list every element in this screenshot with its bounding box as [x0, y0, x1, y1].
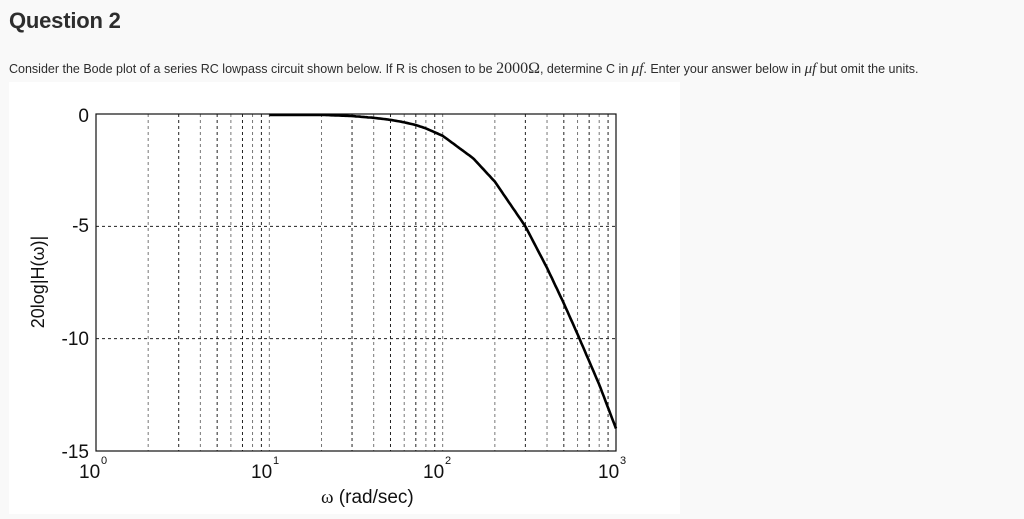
x-tick-10e0: 10 0 — [79, 455, 107, 483]
svg-text:10: 10 — [79, 462, 100, 483]
y-axis-label: 20log|H(ω)| — [28, 236, 48, 328]
unit-microfarad-2: μf — [804, 61, 817, 77]
svg-text:10: 10 — [251, 462, 272, 483]
svg-text:0: 0 — [101, 455, 107, 467]
resistance-value: 2000Ω — [496, 60, 540, 77]
y-tick-minus15: -15 — [62, 442, 89, 463]
x-tick-10e2: 10 2 — [423, 455, 451, 483]
prompt-text-3: . Enter your answer below in — [643, 62, 805, 76]
prompt-text-2: , determine C in — [539, 62, 632, 76]
bode-plot: 0 -5 -10 -15 10 0 10 1 10 2 10 3 ω (rad/… — [28, 106, 626, 508]
y-tick-minus10: -10 — [62, 329, 89, 350]
prompt-text-4: but omit the units. — [816, 62, 919, 76]
y-tick-minus5: -5 — [72, 216, 89, 237]
svg-text:10: 10 — [598, 462, 619, 483]
plot-frame — [95, 113, 617, 452]
x-axis-label: ω (rad/sec) — [321, 487, 414, 508]
svg-text:2: 2 — [445, 455, 451, 467]
question-prompt: Consider the Bode plot of a series RC lo… — [9, 60, 918, 78]
question-title: Question 2 — [9, 8, 121, 33]
svg-text:3: 3 — [620, 455, 626, 467]
prompt-text-1: Consider the Bode plot of a series RC lo… — [9, 62, 497, 76]
unit-microfarad-1: μf — [631, 61, 644, 77]
x-tick-10e1: 10 1 — [251, 455, 279, 483]
svg-text:10: 10 — [423, 462, 444, 483]
x-tick-10e3: 10 3 — [598, 455, 626, 483]
magnitude-curve — [269, 113, 618, 429]
grid-lines — [96, 114, 616, 451]
svg-text:1: 1 — [273, 455, 279, 467]
bode-plot-figure: 0 -5 -10 -15 10 0 10 1 10 2 10 3 ω (rad/… — [9, 82, 680, 514]
y-tick-0: 0 — [78, 106, 89, 127]
